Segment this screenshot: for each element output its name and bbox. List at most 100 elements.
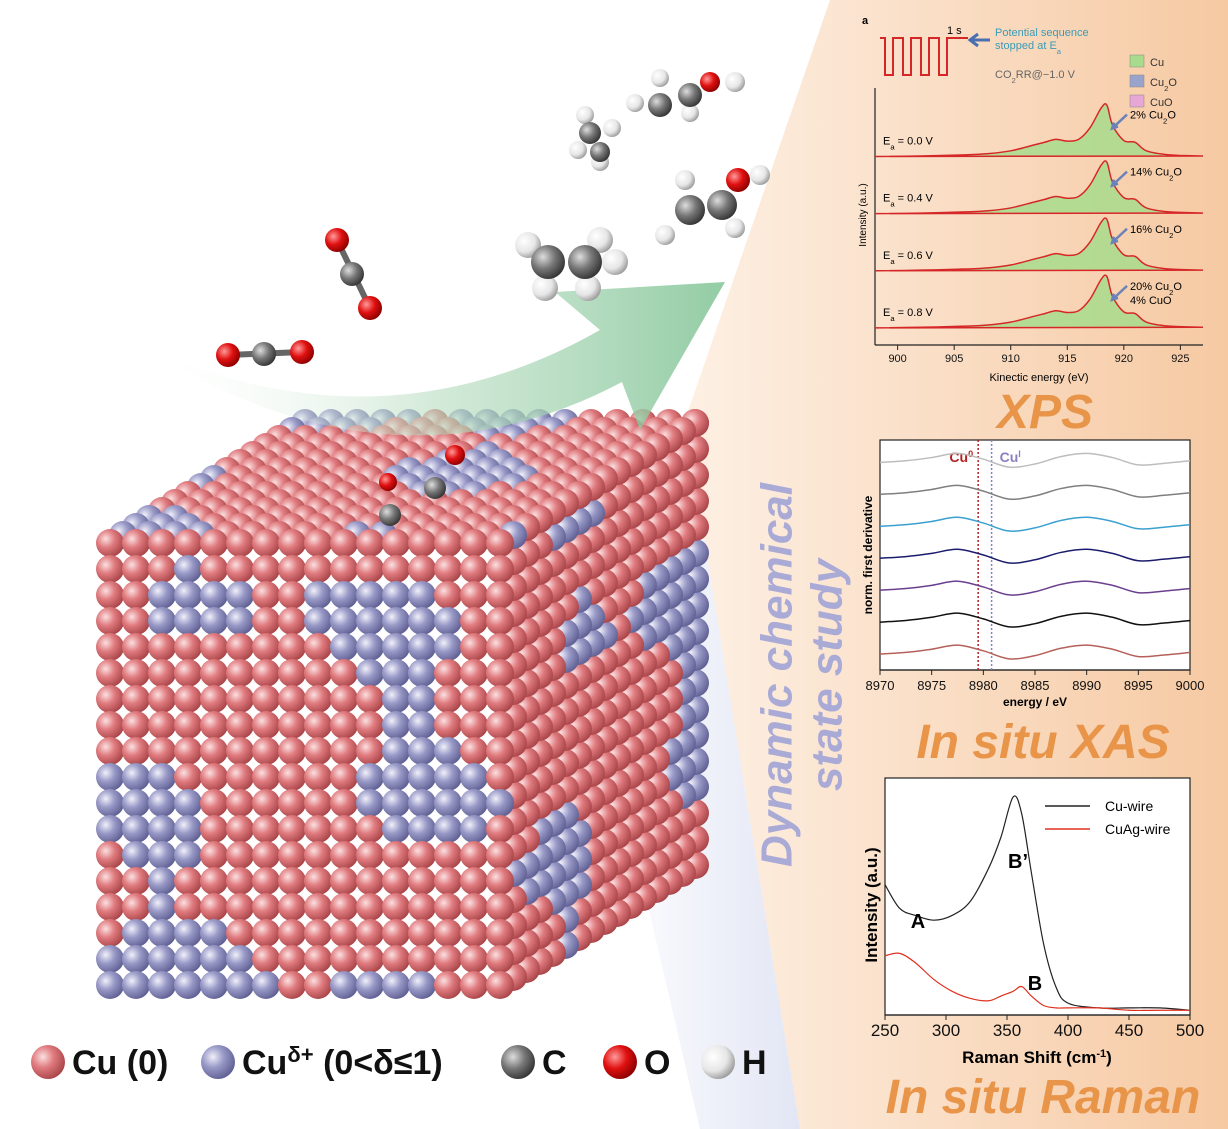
reaction-arrow	[140, 282, 725, 436]
cu-atom	[174, 737, 202, 765]
cu-atom	[226, 919, 254, 947]
cu-atom	[252, 529, 280, 557]
cu-delta-atom	[200, 581, 228, 609]
cu-atom	[330, 893, 358, 921]
cu-atom	[200, 711, 228, 739]
trace-label: Ea = 0.6 V	[883, 250, 934, 266]
atom	[750, 165, 770, 185]
trace-label-sub: a	[890, 199, 895, 208]
atom	[700, 72, 720, 92]
cu-atom	[382, 529, 410, 557]
x-tick-label: 500	[1176, 1021, 1204, 1040]
cu-delta-atom	[122, 841, 150, 869]
trace-label-part: = 0.4 V	[895, 193, 934, 205]
cu-atom	[122, 711, 150, 739]
trace-note-part: 4% CuO	[1130, 295, 1172, 307]
component-swatch	[1129, 54, 1145, 68]
cu-atom	[278, 581, 306, 609]
cu-delta-atom	[382, 971, 410, 999]
cu-atom	[330, 841, 358, 869]
peak-label: A	[911, 911, 925, 933]
cu-delta-atom	[408, 607, 436, 635]
trace-label: Ea = 0.8 V	[883, 307, 934, 323]
legend-label: Cu-wire	[1105, 798, 1153, 814]
cu-atom	[486, 867, 514, 895]
legend-label: C	[542, 1044, 567, 1082]
cu-atom	[408, 841, 436, 869]
cu-delta-atom	[174, 971, 202, 999]
x-axis-label-part: Raman Shift (cm	[962, 1048, 1096, 1067]
xas-trace	[879, 452, 1191, 469]
trace-note-part: 20% Cu	[1130, 281, 1169, 293]
atom	[651, 69, 669, 87]
atom	[424, 477, 446, 499]
potential-sequence	[880, 37, 968, 76]
note-arrow	[1110, 113, 1128, 131]
cu-atom	[304, 789, 332, 817]
legend-swatch	[201, 1045, 235, 1079]
cu-atom	[330, 919, 358, 947]
inset-text-part: Potential sequence	[995, 27, 1089, 39]
atom	[515, 232, 541, 258]
cu-delta-atom	[148, 971, 176, 999]
xps-trace	[874, 217, 1204, 272]
trace-note: 4% CuO	[1130, 295, 1172, 307]
cu-atom	[200, 867, 228, 895]
atom	[675, 195, 705, 225]
atom	[648, 93, 672, 117]
cu-delta-atom	[96, 763, 124, 791]
cu-atom	[148, 529, 176, 557]
cu-delta-atom	[382, 659, 410, 687]
cu-atom	[278, 919, 306, 947]
cu-atom	[356, 737, 384, 765]
cu-atom	[252, 815, 280, 843]
cu-atom	[486, 659, 514, 687]
cu-delta-atom	[148, 607, 176, 635]
atom	[725, 72, 745, 92]
cu-atom	[96, 867, 124, 895]
atom	[579, 122, 601, 144]
cu-atom	[382, 919, 410, 947]
cu-atom	[486, 971, 514, 999]
component-label-sub: 2	[1164, 84, 1168, 93]
cu-atom	[252, 763, 280, 791]
cu-atom	[304, 815, 332, 843]
molecules	[216, 69, 770, 526]
cu-delta-atom	[174, 945, 202, 973]
cu-delta-atom	[382, 737, 410, 765]
atom	[325, 228, 349, 252]
cu-delta-atom	[408, 763, 436, 791]
cu-delta-atom	[330, 633, 358, 661]
atom	[655, 225, 675, 245]
cu-atom	[278, 971, 306, 999]
cu-atom	[278, 789, 306, 817]
cu-delta-atom	[200, 971, 228, 999]
cu-atom	[382, 945, 410, 973]
x-tick-label: 8970	[866, 678, 895, 693]
x-tick-label: 400	[1054, 1021, 1082, 1040]
cu-atom	[304, 893, 332, 921]
atom	[707, 190, 737, 220]
x-tick-label: 8995	[1124, 678, 1153, 693]
x-tick-label: 900	[888, 353, 906, 365]
cu-atom	[486, 919, 514, 947]
cu-atom	[252, 841, 280, 869]
cu-atom	[486, 893, 514, 921]
cu-atom	[174, 633, 202, 661]
cu-atom	[122, 633, 150, 661]
note-arrow	[1110, 284, 1128, 302]
cu-atom	[304, 945, 332, 973]
cu-atom	[226, 633, 254, 661]
cu-delta-atom	[122, 789, 150, 817]
cu-atom	[148, 711, 176, 739]
cu-atom	[460, 841, 488, 869]
cu-atom	[278, 607, 306, 635]
legend-label: Cu (0)	[72, 1044, 168, 1082]
trace-label-sub: a	[890, 313, 895, 322]
cu-atom	[226, 659, 254, 687]
cu-atom	[252, 867, 280, 895]
cu-delta-atom	[408, 685, 436, 713]
note-arrow	[1110, 227, 1128, 245]
cu-atom	[278, 685, 306, 713]
cu-delta-atom	[122, 971, 150, 999]
